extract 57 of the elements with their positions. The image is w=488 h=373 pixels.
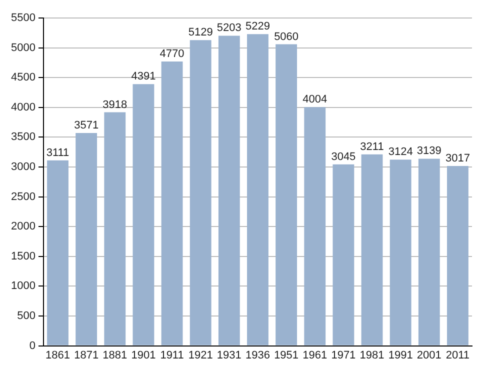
x-tick-label: 1881 bbox=[102, 349, 128, 362]
bar bbox=[390, 160, 412, 346]
data-label: 5229 bbox=[245, 20, 270, 33]
x-tick-label: 1871 bbox=[74, 349, 99, 362]
x-tick-label: 2001 bbox=[416, 349, 442, 362]
bar bbox=[132, 84, 154, 346]
x-tick-label: 1971 bbox=[331, 349, 356, 362]
x-tick-label: 1921 bbox=[188, 349, 213, 362]
x-tick-label: 1951 bbox=[274, 349, 299, 362]
x-tick-label: 1911 bbox=[160, 349, 184, 362]
data-label: 5060 bbox=[274, 30, 299, 43]
y-tick-label: 2500 bbox=[10, 190, 36, 203]
data-label: 4770 bbox=[160, 48, 184, 60]
y-tick-label: 5500 bbox=[10, 12, 36, 24]
bar bbox=[218, 36, 240, 346]
bar bbox=[447, 166, 468, 346]
y-tick-label: 3500 bbox=[10, 131, 36, 144]
bar bbox=[247, 34, 268, 346]
x-tick-label: 1936 bbox=[245, 349, 270, 362]
data-label: 3211 bbox=[360, 140, 384, 153]
x-tick-label: 1961 bbox=[302, 349, 328, 362]
y-tick-label: 3000 bbox=[10, 161, 36, 174]
y-tick-label: 0 bbox=[29, 340, 36, 352]
bar bbox=[304, 107, 326, 346]
data-label: 4391 bbox=[131, 70, 156, 83]
x-tick-label: 1861 bbox=[46, 349, 70, 362]
y-tick-label: 1500 bbox=[10, 250, 36, 262]
data-label: 4004 bbox=[302, 94, 328, 106]
bar bbox=[47, 160, 68, 346]
y-tick-label: 4000 bbox=[10, 101, 36, 114]
y-tick-label: 4500 bbox=[10, 72, 36, 84]
bar bbox=[76, 132, 98, 346]
x-tick-label: 1931 bbox=[216, 349, 242, 362]
data-label: 3124 bbox=[388, 146, 413, 158]
data-label: 5129 bbox=[188, 26, 213, 39]
data-label: 5203 bbox=[216, 22, 242, 34]
data-label: 3017 bbox=[445, 152, 470, 165]
bar bbox=[161, 62, 183, 346]
bar bbox=[361, 154, 383, 346]
bar bbox=[104, 112, 126, 346]
data-label: 3139 bbox=[416, 145, 442, 158]
y-tick-label: 2000 bbox=[10, 220, 36, 233]
x-tick-label: 1981 bbox=[360, 349, 384, 362]
data-label: 3571 bbox=[74, 120, 99, 132]
data-label: 3918 bbox=[102, 98, 128, 111]
bar bbox=[418, 158, 440, 346]
bar bbox=[190, 40, 212, 346]
data-label: 3045 bbox=[331, 150, 356, 163]
y-tick-label: 500 bbox=[17, 310, 36, 322]
bar bbox=[276, 44, 298, 346]
bar bbox=[332, 164, 354, 346]
x-tick-label: 2011 bbox=[446, 349, 470, 362]
x-tick-label: 1991 bbox=[388, 349, 413, 362]
x-tick-label: 1901 bbox=[131, 349, 156, 362]
y-tick-label: 5000 bbox=[10, 42, 36, 54]
data-label: 3111 bbox=[46, 146, 70, 159]
y-tick-label: 1000 bbox=[10, 280, 36, 292]
